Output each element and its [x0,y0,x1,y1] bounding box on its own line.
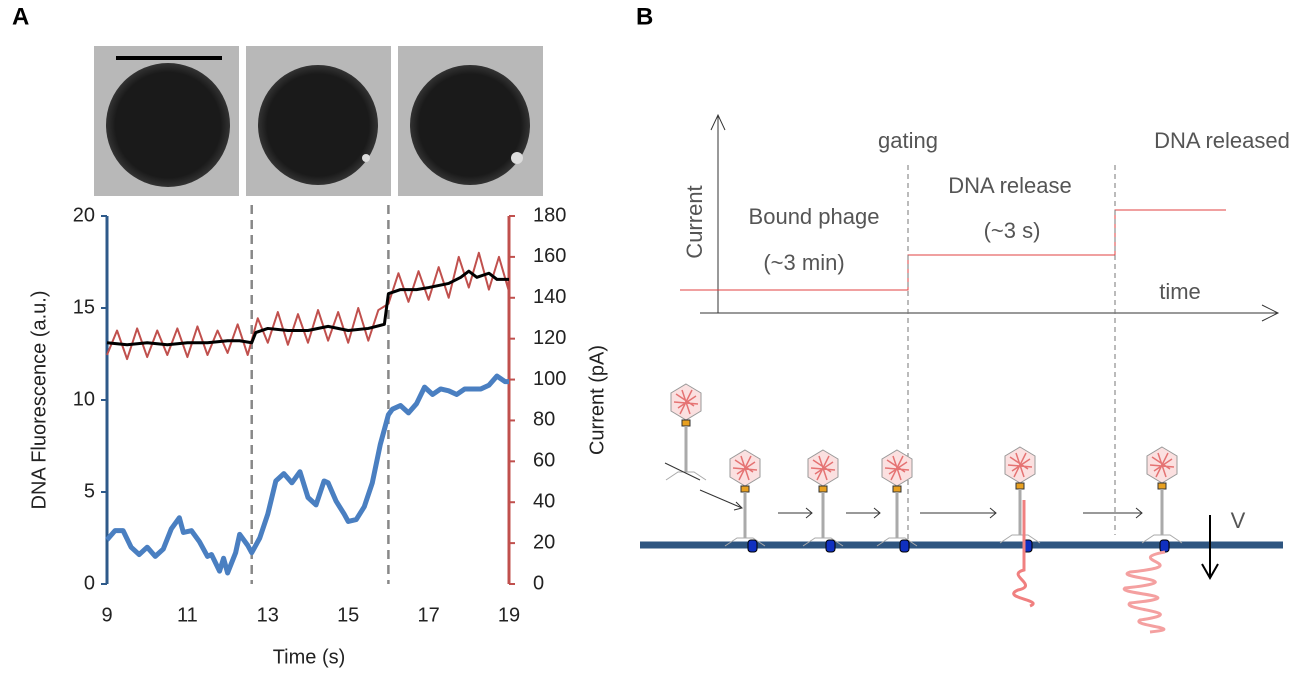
stage-duration: (~3 min) [763,250,844,275]
panel-label: B [636,3,653,30]
series-line [105,373,509,576]
y2-tick-label: 60 [533,450,555,472]
x-tick-label: 11 [177,604,198,626]
x-tick-label: 19 [498,604,520,626]
x-tick-label: 15 [337,604,359,626]
y-tick-label: 10 [73,388,95,410]
y2-tick-label: 160 [533,245,566,267]
y-axis-label: DNA Fluorescence (a.u.) [28,291,50,510]
y2-tick-label: 40 [533,491,555,513]
y2-tick-label: 20 [533,531,555,553]
panel-label: A [12,3,29,30]
voltage-label: V [1231,508,1246,533]
micrographs [94,46,543,196]
event-label: gating [878,128,938,153]
x-tick-label: 9 [101,604,112,626]
y2-axis-label: Current (pA) [586,345,608,455]
y-tick-label: 0 [84,572,95,594]
y2-tick-label: 140 [533,286,566,308]
y-tick-label: 20 [73,204,95,226]
series-line [106,269,509,347]
y2-tick-label: 180 [533,204,566,226]
y2-tick-label: 120 [533,327,566,349]
x-axis-label: Time (s) [273,646,346,668]
x-tick-label: 13 [257,604,279,626]
stage-duration: (~3 s) [984,218,1041,243]
y2-tick-label: 100 [533,368,566,390]
schematic [640,113,1283,634]
y2-tick-label: 0 [533,572,544,594]
x-tick-label: 17 [417,604,439,626]
y2-tick-label: 80 [533,409,555,431]
series-line [106,251,510,361]
stage-label: Bound phage [749,204,880,229]
y-axis-label: Current [682,185,707,258]
y-tick-label: 5 [84,480,95,502]
event-label: DNA released [1154,128,1290,153]
x-axis-label: time [1159,279,1201,304]
y-tick-label: 15 [73,296,95,318]
stage-label: DNA release [948,173,1072,198]
